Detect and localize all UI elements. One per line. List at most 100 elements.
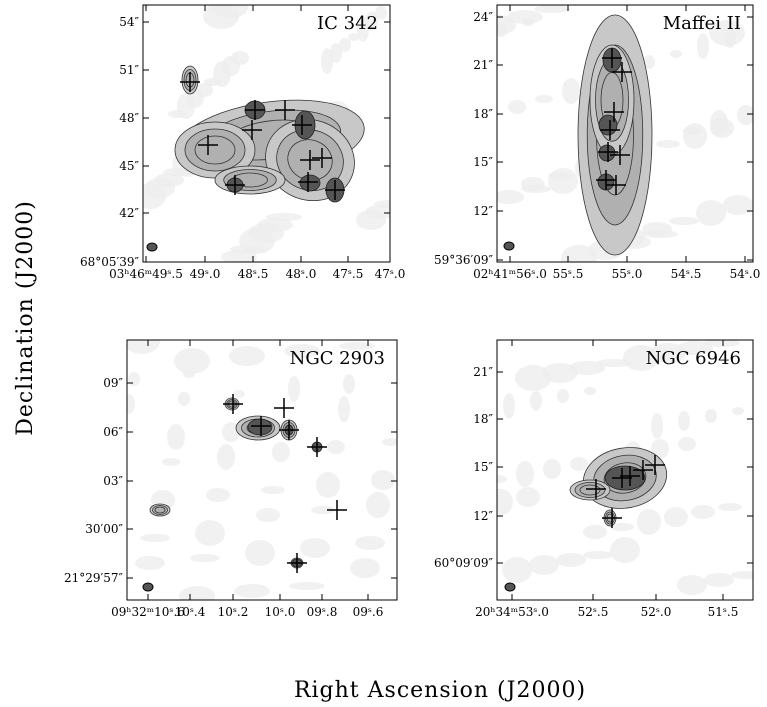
noise bbox=[677, 341, 713, 355]
noise bbox=[697, 33, 709, 59]
noise bbox=[561, 245, 597, 262]
peak bbox=[247, 418, 273, 436]
y-tick-label: 42″ bbox=[119, 206, 139, 220]
noise bbox=[737, 105, 753, 125]
noise bbox=[127, 394, 135, 414]
y-tick-label: 51″ bbox=[119, 63, 139, 77]
noise bbox=[623, 345, 659, 371]
peak bbox=[598, 144, 616, 162]
y-tick-label: 09″ bbox=[103, 376, 123, 390]
frame bbox=[126, 339, 398, 601]
noise bbox=[535, 95, 553, 103]
noise bbox=[140, 534, 170, 542]
noise bbox=[643, 55, 655, 69]
noise bbox=[167, 424, 185, 450]
panel: NGC 2903 09″ 06″ 03″ 30′00″ 21°29′57″ 09ʰ32ᵐ10… bbox=[64, 339, 398, 619]
noise bbox=[357, 16, 369, 42]
noise bbox=[683, 127, 701, 135]
x-tick-label: 09ˢ.8 bbox=[307, 605, 338, 619]
beam bbox=[503, 241, 515, 251]
noise bbox=[497, 489, 513, 515]
image bbox=[497, 5, 753, 262]
frame bbox=[142, 4, 391, 263]
noise bbox=[507, 10, 543, 24]
noise bbox=[272, 442, 290, 462]
x-tick-label: 09ˢ.6 bbox=[353, 605, 384, 619]
noise bbox=[583, 525, 607, 539]
noise bbox=[321, 48, 333, 74]
panel: NGC 6946 21″ 18″ 15″ 12″ 60°09′09″ 20ʰ34ᵐ53ˢ.0… bbox=[434, 339, 754, 619]
noise bbox=[677, 575, 707, 595]
x-tick-label: 47ˢ.0 bbox=[375, 267, 406, 281]
x-tick-label: 10ˢ.0 bbox=[265, 605, 296, 619]
noise bbox=[355, 536, 385, 550]
x-tick-label: 51ˢ.5 bbox=[708, 605, 739, 619]
noise bbox=[548, 172, 572, 180]
beam bbox=[142, 582, 154, 592]
y-tick-label: 12″ bbox=[473, 204, 493, 218]
panel-title: Maffei II bbox=[663, 13, 741, 34]
noise bbox=[222, 422, 240, 442]
y-tick-label: 24″ bbox=[473, 10, 493, 24]
noise bbox=[691, 505, 715, 519]
noise bbox=[234, 584, 270, 598]
noise bbox=[704, 573, 734, 587]
noise bbox=[375, 6, 387, 20]
y-tick-label: 15″ bbox=[473, 460, 493, 474]
noise bbox=[556, 553, 586, 567]
x-tick-label: 54ˢ.0 bbox=[730, 267, 761, 281]
x-tick-label: 49ˢ.0 bbox=[190, 267, 221, 281]
x-tick-label: 52ˢ.5 bbox=[578, 605, 609, 619]
noise bbox=[683, 123, 707, 149]
y-tick-label: 48″ bbox=[119, 111, 139, 125]
noise bbox=[515, 365, 551, 391]
noise bbox=[497, 190, 524, 204]
noise bbox=[348, 33, 360, 41]
y-tick-label: 21″ bbox=[473, 58, 493, 72]
image bbox=[127, 340, 397, 600]
peak bbox=[299, 174, 321, 192]
noise bbox=[570, 457, 588, 471]
y-axis-label: Declination (J2000) bbox=[13, 200, 38, 436]
noise bbox=[521, 177, 545, 191]
noise bbox=[203, 5, 239, 29]
x-tick-label: 47ˢ.5 bbox=[333, 267, 364, 281]
noise bbox=[221, 250, 257, 262]
noise bbox=[516, 487, 540, 507]
noise bbox=[217, 444, 235, 470]
noise bbox=[610, 537, 640, 563]
y-tick-label: 18″ bbox=[473, 412, 493, 426]
noise bbox=[356, 210, 386, 230]
noise bbox=[289, 582, 325, 590]
noise bbox=[670, 50, 682, 58]
noise bbox=[651, 439, 669, 459]
noise bbox=[543, 459, 561, 479]
noise bbox=[162, 458, 180, 466]
noise bbox=[190, 554, 220, 562]
noise bbox=[516, 461, 534, 487]
y-tick-label: 21°29′57″ bbox=[64, 571, 124, 585]
noise bbox=[206, 488, 230, 502]
x-tick-label: 54ˢ.5 bbox=[671, 267, 702, 281]
y-tick-label: 18″ bbox=[473, 107, 493, 121]
y-tick-label: 54″ bbox=[119, 15, 139, 29]
noise bbox=[530, 391, 542, 411]
noise bbox=[584, 387, 596, 395]
contour bbox=[603, 462, 647, 494]
noise bbox=[710, 110, 728, 136]
noise bbox=[284, 344, 320, 358]
noise bbox=[583, 551, 613, 559]
noise bbox=[718, 503, 742, 511]
noise bbox=[502, 557, 532, 583]
noise bbox=[664, 507, 688, 527]
x-tick-label: 03ʰ46ᵐ49ˢ.5 bbox=[109, 267, 183, 281]
noise bbox=[179, 586, 215, 600]
noise bbox=[704, 340, 740, 347]
noise bbox=[135, 556, 165, 570]
noise bbox=[529, 555, 559, 575]
panel: IC 342 54″ 51″ 48″ 45″ 42″ 68°05′39″03ʰ46ᵐ49ˢ.… bbox=[80, 4, 406, 281]
noise bbox=[330, 43, 342, 63]
y-tick-label: 06″ bbox=[103, 425, 123, 439]
noise bbox=[316, 472, 340, 498]
